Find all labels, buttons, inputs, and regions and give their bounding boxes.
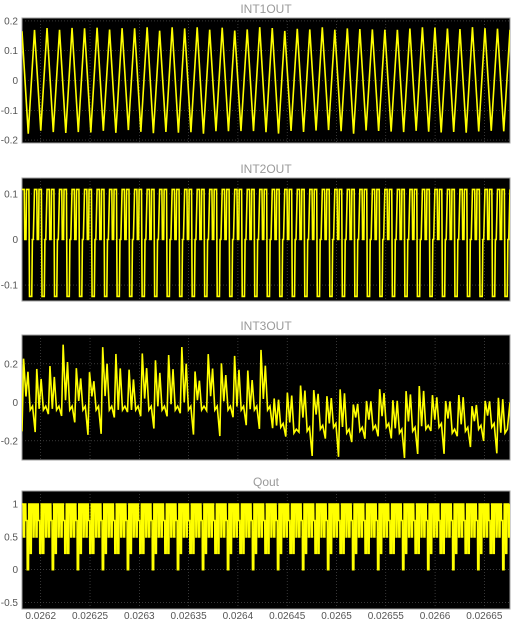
time-tick-label: 0.02635 [171, 611, 208, 622]
int2out-ytick-label: 0.1 [4, 189, 18, 200]
time-tick-label: 0.0265 [321, 611, 352, 622]
int1out-ytick-label: 0.2 [4, 16, 18, 27]
int2out-title: INT2OUT [240, 162, 292, 176]
int3out-ytick-label: 0 [12, 398, 18, 409]
int1out-ytick-label: 0 [12, 76, 18, 87]
int2out-trace [22, 188, 510, 298]
qout-title: Qout [253, 475, 280, 489]
time-tick-label: 0.02655 [368, 611, 405, 622]
int1out-panel: INT1OUT -0.2 -0.1 0 0.1 0.2 [1, 2, 511, 147]
int3out-title: INT3OUT [240, 319, 292, 333]
qout-ytick-label: -0.5 [1, 598, 19, 609]
int1out-ytick-label: -0.2 [1, 136, 19, 147]
time-tick-label: 0.0266 [420, 611, 451, 622]
qout-ytick-label: 1 [12, 500, 18, 511]
int1out-trace [22, 27, 510, 134]
int3out-ytick-label: 0.2 [4, 359, 18, 370]
time-axis: 0.0262 0.02625 0.0263 0.02635 0.0264 0.02645 0… [25, 611, 502, 622]
int3out-ytick-label: -0.2 [1, 436, 19, 447]
time-tick-label: 0.0264 [223, 611, 254, 622]
int3out-trace [22, 344, 510, 458]
qout-ytick-label: 0 [12, 565, 18, 576]
int2out-ytick-label: 0 [12, 235, 18, 246]
time-tick-label: 0.02665 [466, 611, 503, 622]
time-tick-label: 0.02645 [269, 611, 306, 622]
int1out-ytick-label: -0.1 [1, 106, 19, 117]
qout-ytick-label: 0.5 [4, 532, 18, 543]
time-tick-label: 0.0262 [25, 611, 56, 622]
int2out-panel: INT2OUT -0.1 0 0.1 [1, 162, 511, 302]
int1out-ytick-label: 0.1 [4, 46, 18, 57]
int2out-ytick-label: -0.1 [1, 281, 19, 292]
time-tick-label: 0.02625 [72, 611, 109, 622]
int1out-title: INT1OUT [240, 2, 292, 16]
qout-panel: Qout -0.5 0 0.5 1 [1, 475, 511, 610]
time-tick-label: 0.0263 [124, 611, 155, 622]
int3out-panel: INT3OUT -0.2 0 0.2 [1, 319, 511, 461]
qout-trace [22, 503, 510, 571]
